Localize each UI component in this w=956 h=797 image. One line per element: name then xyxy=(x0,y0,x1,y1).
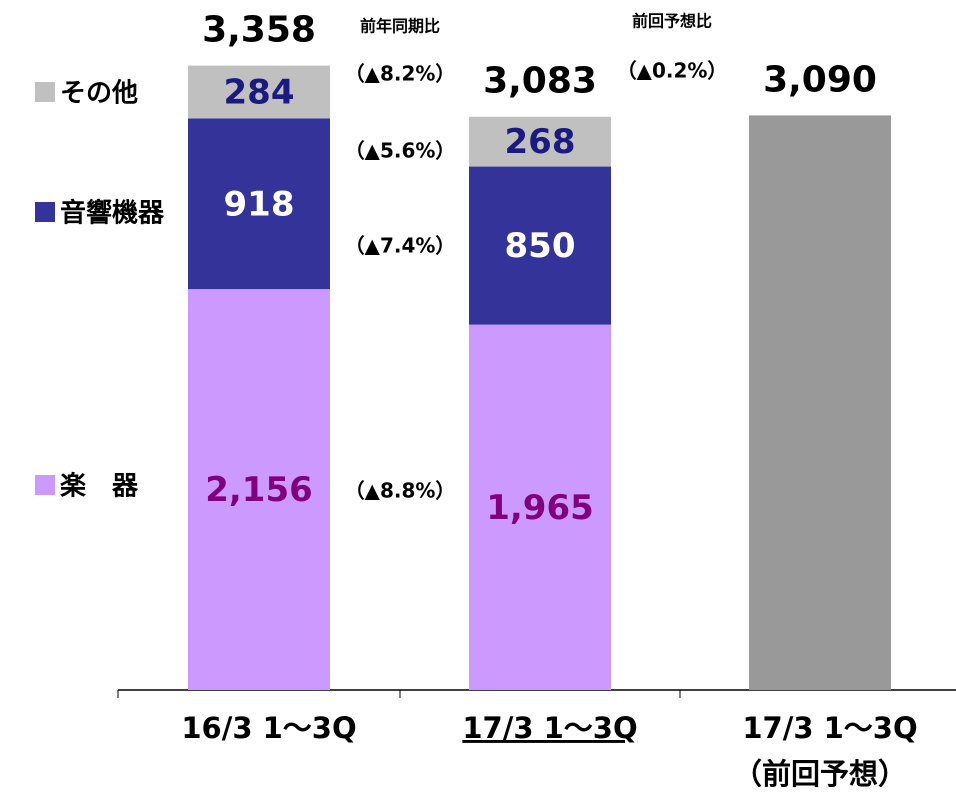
yoy-change: （▲5.6%） xyxy=(345,139,456,163)
bar-segment xyxy=(469,116,611,167)
bar-segment xyxy=(188,65,330,119)
forecast-title: 前回予想比 xyxy=(632,12,712,31)
bar-segment xyxy=(188,118,330,290)
category-label: 16/3 1～3Q xyxy=(181,711,356,745)
bar-segment xyxy=(749,115,891,691)
legend-label: その他 xyxy=(60,79,138,109)
segment-label: 918 xyxy=(224,184,295,224)
yoy-change: （▲7.4%） xyxy=(345,234,456,258)
bar-segment xyxy=(469,324,611,690)
yoy-change: （▲8.8%） xyxy=(345,479,456,503)
yoy-title: 前年同期比 xyxy=(360,17,440,36)
legend-label: 音響機器 xyxy=(60,198,165,229)
legend-swatch xyxy=(35,475,55,495)
legend-label: 楽 器 xyxy=(60,472,139,502)
legend-swatch xyxy=(35,82,55,102)
category-label: 17/3 1～3Q xyxy=(742,711,917,745)
segment-label: 1,965 xyxy=(486,488,594,528)
category-note: （前回予想） xyxy=(733,757,907,791)
segment-label: 284 xyxy=(224,72,295,112)
total-label: 3,090 xyxy=(763,59,877,100)
segment-label: 850 xyxy=(505,226,576,266)
total-label: 3,083 xyxy=(483,61,597,102)
bar-segment xyxy=(469,166,611,325)
bar-segment xyxy=(188,289,330,690)
total-label: 3,358 xyxy=(202,10,316,51)
segment-label: 268 xyxy=(505,122,576,162)
forecast-change: （▲0.2%） xyxy=(617,59,728,83)
segment-label: 2,156 xyxy=(205,470,313,510)
yoy-change: （▲8.2%） xyxy=(345,62,456,86)
legend-swatch xyxy=(35,202,55,222)
category-label: 17/3 1～3Q xyxy=(462,711,637,745)
